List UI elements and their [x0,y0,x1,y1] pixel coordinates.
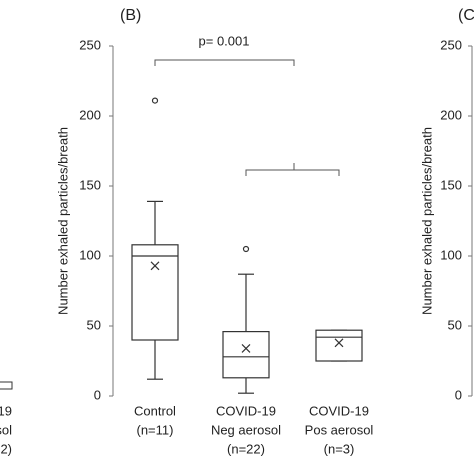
y-tick-label: 50 [87,317,101,332]
box [131,244,179,341]
y-tick-label: 100 [79,247,101,262]
x-tick-label: (n=3) [324,441,355,456]
y-tick-label: 50 [448,317,462,332]
y-axis-label: Number exhaled particles/breath [419,127,434,315]
x-tick-label: erosol [0,422,12,437]
y-tick-label: 100 [440,247,462,262]
x-tick-label: (n=11) [137,422,174,437]
outlier [151,97,159,104]
outlier [242,245,250,253]
y-tick-label: 0 [455,387,462,402]
significance-bracket [154,59,295,66]
panel-label: (B) [120,7,141,24]
x-tick-label: COVID-19 [216,403,276,418]
y-tick-label: 250 [440,37,462,52]
y-tick-label: 200 [79,107,101,122]
mean-marker [150,261,160,271]
x-tick-label: COVID-19 [309,403,369,418]
mean-marker [241,343,251,353]
x-tick-label: 2) [0,441,12,456]
x-tick-label: D-19 [0,403,12,418]
y-tick-label: 200 [440,107,462,122]
y-tick-label: 150 [440,177,462,192]
mean-marker [334,338,344,348]
x-tick-label: Pos aerosol [305,422,374,437]
y-tick-label: 250 [79,37,101,52]
y-tick-label: 150 [79,177,101,192]
annotation: p= 0.001 [199,33,250,48]
x-tick-label: Neg aerosol [211,422,281,437]
partial-box [0,381,13,390]
box [222,331,270,379]
x-tick-label: Control [134,403,176,418]
panel-label: (C [458,7,474,24]
x-tick-label: (n=22) [227,441,265,456]
box [315,329,363,362]
y-tick-label: 0 [94,387,101,402]
y-axis-label: Number exhaled particles/breath [55,127,70,315]
significance-bracket [245,163,340,176]
